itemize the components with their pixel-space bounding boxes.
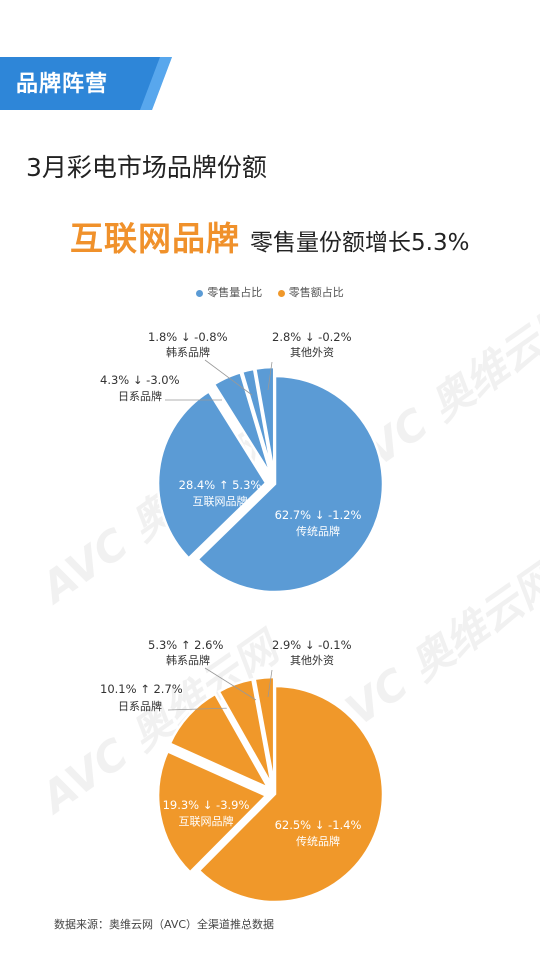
leader-line: [204, 359, 253, 396]
slice-name-label: 互联网品牌: [193, 494, 248, 508]
legend-label-volume: 零售量占比: [207, 286, 263, 299]
pie-slice: [253, 365, 276, 476]
slice-value-label: 28.4% ↑ 5.3%: [179, 478, 262, 492]
headline-sub: 零售量份额增长5.3%: [250, 230, 470, 256]
pie-slice: [156, 389, 268, 561]
slice-name-label: 韩系品牌: [166, 345, 210, 359]
leader-line: [267, 669, 273, 698]
slice-name-label: 传统品牌: [296, 524, 340, 538]
slice-name-label: 其他外资: [290, 654, 334, 667]
section-banner-label: 品牌阵营: [16, 72, 109, 97]
slice-name-label: 传统品牌: [296, 834, 340, 848]
legend-dot-value: [277, 289, 285, 297]
pie-slice: [156, 749, 269, 875]
pie-slice: [240, 367, 275, 476]
leader-line: [204, 667, 257, 701]
slice-value-label: 10.1% ↑ 2.7%: [100, 682, 183, 696]
slice-value-label: 2.8% ↓ -0.2%: [272, 330, 352, 344]
slice-value-label: 19.3% ↓ -3.9%: [163, 798, 250, 812]
legend-label-value: 零售额占比: [288, 286, 344, 299]
slice-value-label: 62.5% ↓ -1.4%: [275, 818, 362, 832]
slice-value-label: 4.3% ↓ -3.0%: [100, 373, 180, 387]
pie-chart-volume: 62.7% ↓ -1.2% 传统品牌 28.4% ↑ 5.3% 互联网品牌 4.3% ↓…: [100, 330, 385, 594]
headline: 互联网品牌 零售量份额增长5.3%: [70, 212, 469, 260]
slice-name-label: 互联网品牌: [179, 814, 234, 828]
legend-item-volume: 零售量占比: [196, 284, 262, 300]
legend-dot-volume: [196, 289, 204, 297]
leader-line: [267, 361, 273, 391]
slice-value-label: 5.3% ↑ 2.6%: [148, 638, 223, 652]
page-title: 3月彩电市场品牌份额: [26, 153, 267, 182]
slice-value-label: 62.7% ↓ -1.2%: [275, 508, 362, 522]
slice-name-label: 日系品牌: [118, 699, 162, 713]
pie-slice: [217, 677, 274, 787]
slice-name-label: 日系品牌: [118, 389, 162, 403]
pie-slice: [197, 684, 385, 904]
leader-line: [167, 707, 233, 711]
slice-value-label: 1.8% ↓ -0.8%: [148, 330, 228, 344]
chart-legend: 零售量占比 零售额占比: [0, 284, 540, 300]
slice-value-label: 2.9% ↓ -0.1%: [272, 638, 352, 652]
pie-slice: [212, 370, 273, 477]
headline-main: 互联网品牌: [70, 219, 240, 258]
pie-slice: [253, 675, 276, 786]
pie-slice: [168, 692, 272, 791]
pie-slice: [195, 374, 385, 594]
section-banner: [0, 57, 172, 110]
legend-item-value: 零售额占比: [277, 284, 344, 300]
pie-chart-value: 62.5% ↓ -1.4% 传统品牌 19.3% ↓ -3.9% 互联网品牌 10.1%…: [100, 638, 385, 904]
slice-name-label: 其他外资: [290, 346, 334, 359]
slice-name-label: 韩系品牌: [166, 653, 210, 667]
data-source-note: 数据来源：奥维云网（AVC）全渠道推总数据: [54, 918, 275, 931]
